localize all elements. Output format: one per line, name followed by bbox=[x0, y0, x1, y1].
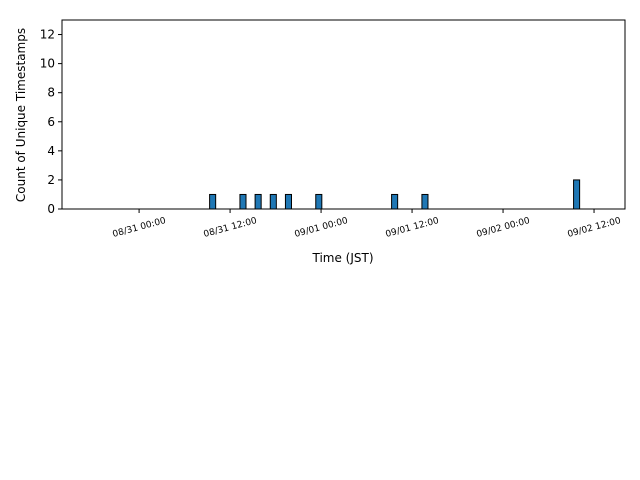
y-tick-label: 10 bbox=[40, 57, 55, 71]
x-axis-label: Time (JST) bbox=[311, 251, 373, 265]
bar bbox=[315, 193, 323, 210]
bar bbox=[421, 193, 429, 210]
bar bbox=[391, 193, 399, 210]
y-axis-label: Count of Unique Timestamps bbox=[14, 28, 28, 202]
y-tick-label: 8 bbox=[47, 86, 55, 100]
x-tick-label: 08/31 00:00 bbox=[112, 216, 168, 240]
x-tick-label: 08/31 12:00 bbox=[203, 216, 259, 240]
x-tick-label: 09/01 12:00 bbox=[385, 216, 441, 240]
bar bbox=[254, 193, 262, 210]
x-tick-label: 09/02 12:00 bbox=[567, 216, 623, 240]
bar bbox=[209, 193, 217, 210]
x-tick-label: 09/01 00:00 bbox=[294, 216, 350, 240]
plot-frame bbox=[61, 19, 626, 210]
bar bbox=[573, 179, 581, 210]
y-tick-label: 0 bbox=[47, 202, 55, 216]
bar bbox=[284, 193, 292, 210]
y-tick-label: 6 bbox=[47, 115, 55, 129]
bar bbox=[269, 193, 277, 210]
y-tick-label: 12 bbox=[40, 28, 55, 42]
y-tick-label: 4 bbox=[47, 144, 55, 158]
bar bbox=[239, 193, 247, 210]
x-tick-label: 09/02 00:00 bbox=[476, 216, 532, 240]
y-tick-label: 2 bbox=[47, 173, 55, 187]
